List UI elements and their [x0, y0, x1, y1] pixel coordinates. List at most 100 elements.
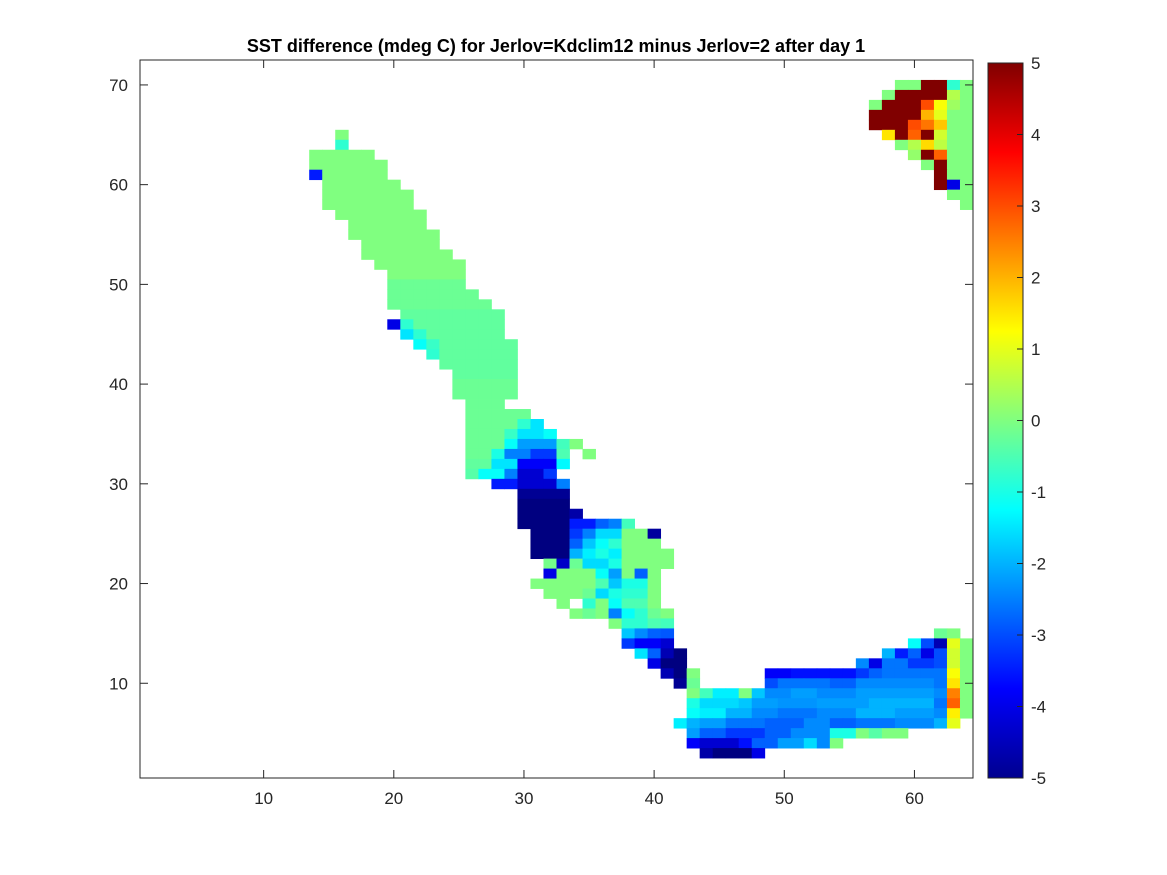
heatmap-cell: [517, 469, 530, 479]
heatmap-cell: [491, 379, 504, 389]
heatmap-cell: [869, 110, 882, 120]
heatmap-cell: [583, 559, 596, 569]
heatmap-cell: [478, 409, 491, 419]
heatmap-cell: [452, 359, 465, 369]
heatmap-cell: [960, 190, 973, 200]
heatmap-cell: [739, 728, 752, 738]
heatmap-cell: [752, 748, 765, 758]
heatmap-cell: [726, 708, 739, 718]
heatmap-cell: [934, 698, 947, 708]
heatmap-cell: [570, 608, 583, 618]
heatmap-cell: [452, 269, 465, 279]
heatmap-cell: [387, 200, 400, 210]
heatmap-cell: [583, 569, 596, 579]
x-tick-label: 20: [384, 789, 403, 808]
heatmap-cell: [609, 618, 622, 628]
colorbar-tick-label: -3: [1031, 626, 1046, 645]
heatmap-cell: [908, 648, 921, 658]
heatmap-cell: [348, 230, 361, 240]
heatmap-cell: [661, 648, 674, 658]
heatmap-cell: [687, 678, 700, 688]
heatmap-cell: [609, 608, 622, 618]
heatmap-cell: [530, 439, 543, 449]
heatmap-cell: [491, 409, 504, 419]
heatmap-cell: [387, 249, 400, 259]
heatmap-cell: [856, 658, 869, 668]
heatmap-cell: [921, 110, 934, 120]
heatmap-cell: [622, 589, 635, 599]
heatmap-cell: [908, 100, 921, 110]
heatmap-cell: [361, 210, 374, 220]
heatmap-cell: [439, 349, 452, 359]
heatmap-cell: [543, 499, 556, 509]
heatmap-cell: [674, 668, 687, 678]
heatmap-cell: [960, 150, 973, 160]
heatmap-cell: [478, 429, 491, 439]
heatmap-cell: [491, 389, 504, 399]
heatmap-cell: [543, 529, 556, 539]
heatmap-cell: [635, 539, 648, 549]
heatmap-cell: [817, 738, 830, 748]
heatmap-cell: [934, 120, 947, 130]
heatmap-cell: [413, 269, 426, 279]
heatmap-cell: [635, 549, 648, 559]
heatmap-cell: [478, 419, 491, 429]
heatmap-cell: [387, 180, 400, 190]
heatmap-cell: [960, 200, 973, 210]
heatmap-cell: [452, 299, 465, 309]
heatmap-cell: [439, 339, 452, 349]
heatmap-cell: [908, 688, 921, 698]
heatmap-cell: [843, 718, 856, 728]
heatmap-cell: [804, 708, 817, 718]
heatmap-cell: [947, 90, 960, 100]
heatmap-cell: [752, 728, 765, 738]
heatmap-cell: [869, 688, 882, 698]
heatmap-cell: [843, 728, 856, 738]
heatmap-cell: [947, 80, 960, 90]
heatmap-cell: [335, 210, 348, 220]
heatmap-cell: [439, 359, 452, 369]
colorbar-tick-label: -2: [1031, 555, 1046, 574]
heatmap-cell: [491, 319, 504, 329]
heatmap-cell: [465, 469, 478, 479]
heatmap-cell: [765, 718, 778, 728]
y-tick-label: 60: [109, 176, 128, 195]
heatmap-cell: [400, 200, 413, 210]
heatmap-cell: [947, 180, 960, 190]
heatmap-cell: [882, 100, 895, 110]
heatmap-cell: [895, 688, 908, 698]
heatmap-cell: [504, 449, 517, 459]
heatmap-cell: [570, 559, 583, 569]
heatmap-cell: [557, 589, 570, 599]
heatmap-cell: [530, 469, 543, 479]
chart-title: SST difference (mdeg C) for Jerlov=Kdcli…: [247, 36, 865, 56]
heatmap-cell: [804, 738, 817, 748]
heatmap-cell: [804, 718, 817, 728]
heatmap-cell: [491, 399, 504, 409]
colorbar-tick-label: 4: [1031, 126, 1040, 145]
heatmap-cell: [413, 240, 426, 250]
heatmap-cell: [869, 728, 882, 738]
heatmap-cell: [374, 240, 387, 250]
heatmap-cell: [478, 299, 491, 309]
heatmap-cell: [439, 269, 452, 279]
heatmap-cell: [921, 100, 934, 110]
heatmap-cell: [361, 220, 374, 230]
heatmap-cell: [908, 658, 921, 668]
heatmap-cell: [947, 708, 960, 718]
heatmap-cell: [765, 698, 778, 708]
heatmap-cell: [530, 419, 543, 429]
heatmap-cell: [934, 638, 947, 648]
heatmap-cell: [517, 419, 530, 429]
heatmap-cell: [622, 559, 635, 569]
heatmap-cell: [947, 190, 960, 200]
heatmap-cell: [882, 688, 895, 698]
colorbar-tick-label: -1: [1031, 483, 1046, 502]
heatmap-cell: [400, 319, 413, 329]
heatmap-cell: [895, 90, 908, 100]
heatmap-cell: [869, 698, 882, 708]
heatmap-cell: [465, 429, 478, 439]
heatmap-cell: [335, 160, 348, 170]
heatmap-cell: [413, 249, 426, 259]
heatmap-cell: [882, 668, 895, 678]
